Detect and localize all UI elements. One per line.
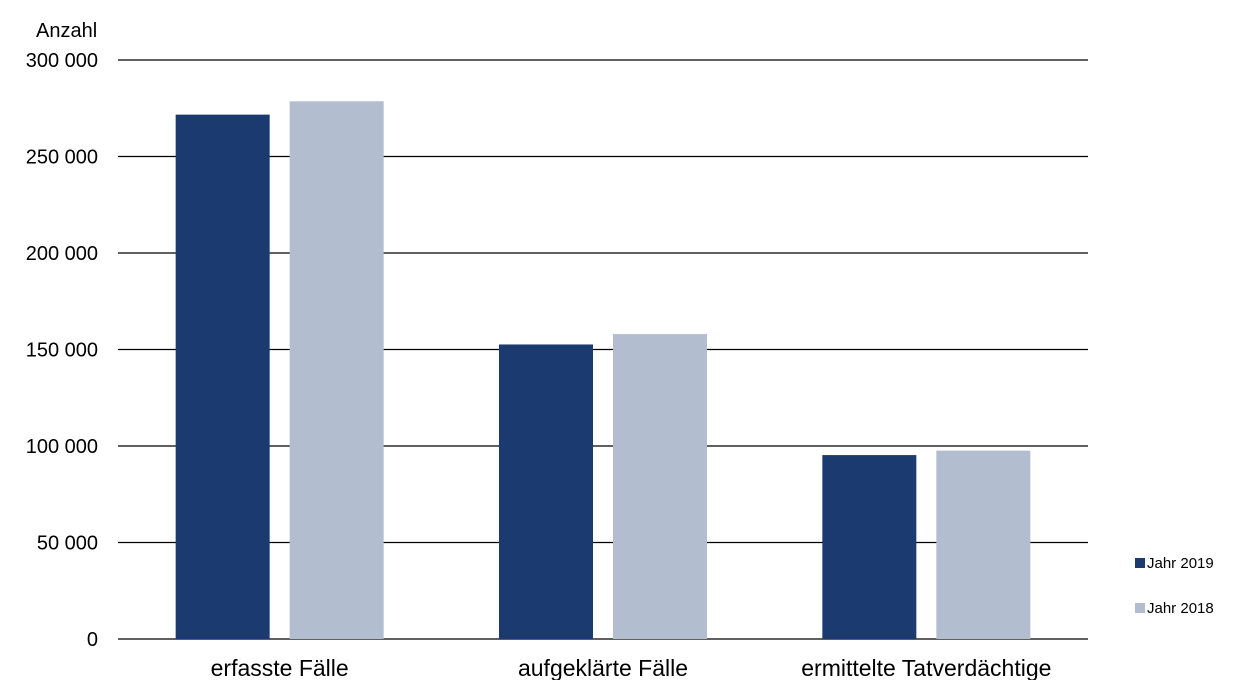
x-category-label: aufgeklärte Fälle: [518, 655, 688, 680]
bar: [822, 455, 917, 639]
legend-swatch: [1135, 558, 1145, 568]
bar: [499, 344, 593, 639]
x-category-label: ermittelte Tatverdächtige: [801, 655, 1051, 680]
legend: Jahr 2019 Jahr 2018: [1135, 555, 1214, 617]
bar: [936, 450, 1031, 639]
y-tick-label: 50 000: [37, 533, 98, 555]
y-tick-label: 300 000: [26, 50, 98, 72]
bar: [175, 114, 270, 639]
y-axis-tick-labels: 0 50 000 100 000 150 000 200 000 250 000 300 0…: [26, 50, 98, 651]
gridlines: [118, 59, 1088, 640]
bar: [613, 334, 707, 639]
legend-label: Jahr 2019: [1147, 555, 1214, 572]
legend-swatch: [1135, 603, 1145, 613]
y-tick-label: 100 000: [26, 436, 98, 458]
legend-label: Jahr 2018: [1147, 600, 1214, 617]
bar: [289, 101, 384, 639]
x-axis-category-labels: erfasste Fälle aufgeklärte Fälle ermittelt…: [211, 655, 1052, 681]
y-tick-label: 200 000: [26, 243, 98, 265]
bars: [175, 101, 1031, 639]
x-category-label: erfasste Fälle: [211, 655, 349, 680]
y-tick-label: 150 000: [26, 340, 98, 362]
y-axis-label: Anzahl: [36, 20, 97, 42]
y-tick-label: 250 000: [26, 147, 98, 169]
y-tick-label: 0: [87, 629, 98, 651]
